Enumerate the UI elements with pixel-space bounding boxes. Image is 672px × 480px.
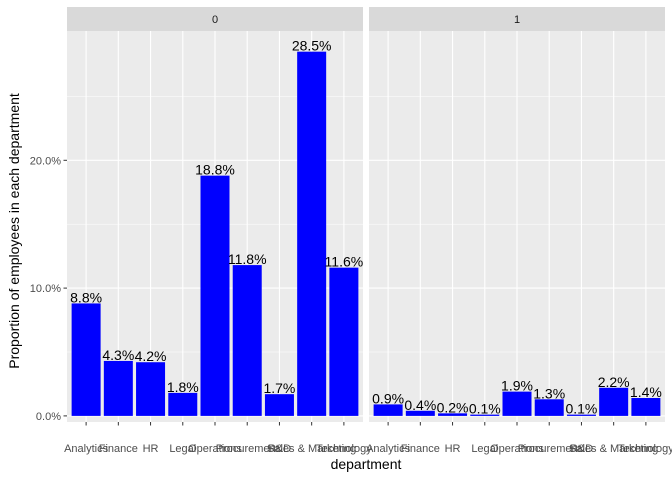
x-tick-label: Technology: [618, 443, 672, 455]
bar-1-4: [502, 391, 532, 416]
x-tick-label: HR: [143, 443, 159, 455]
bar-0-4: [200, 175, 230, 416]
data-label: 28.5%: [292, 38, 332, 54]
x-tick-label: Analytics: [64, 443, 109, 455]
bar-1-7: [599, 387, 629, 416]
bar-0-3: [168, 392, 198, 416]
y-tick-label: 10.0%: [30, 283, 61, 295]
data-label: 1.4%: [630, 384, 662, 400]
facet-strip-label: 1: [514, 14, 520, 26]
bar-0-0: [71, 303, 101, 416]
bar-1-5: [534, 399, 564, 416]
bar-1-2: [438, 413, 468, 416]
bar-0-2: [136, 362, 166, 416]
facet-strip: [369, 7, 665, 31]
data-label: 4.3%: [102, 347, 134, 363]
x-tick-label: Analytics: [366, 443, 411, 455]
x-tick-label: Sales & Marketing: [267, 443, 356, 455]
data-label: 4.2%: [135, 348, 167, 364]
x-tick-label: Legal: [169, 443, 196, 455]
bar-1-6: [566, 414, 596, 416]
facet-strip-label: 0: [212, 14, 218, 26]
data-label: 0.1%: [565, 401, 597, 417]
data-label: 1.7%: [263, 380, 295, 396]
x-tick-label: R&D: [268, 443, 291, 455]
x-tick-label: Finance: [99, 443, 138, 455]
bar-1-8: [631, 398, 661, 416]
x-tick-label: Finance: [401, 443, 440, 455]
bar-1-3: [470, 414, 500, 416]
bar-0-8: [329, 267, 359, 416]
x-axis-title: department: [331, 456, 402, 472]
bar-1-0: [373, 404, 403, 416]
data-label: 0.1%: [469, 401, 501, 417]
x-tick-label: Legal: [471, 443, 498, 455]
y-tick-label: 20.0%: [30, 155, 61, 167]
data-label: 0.4%: [404, 397, 436, 413]
data-label: 1.8%: [167, 379, 199, 395]
x-tick-label: Procurement: [216, 443, 279, 455]
x-tick-label: R&D: [570, 443, 593, 455]
data-label: 11.6%: [325, 254, 364, 270]
x-tick-label: Operations: [188, 443, 242, 455]
data-label: 0.9%: [372, 390, 404, 406]
x-tick-label: Technology: [316, 443, 372, 455]
data-label: 18.8%: [195, 162, 235, 178]
x-tick-label: Procurement: [518, 443, 581, 455]
bar-0-1: [103, 360, 133, 416]
x-tick-label: HR: [445, 443, 461, 455]
data-label: 11.8%: [228, 251, 267, 267]
x-tick-label: Operations: [490, 443, 544, 455]
bar-1-1: [405, 410, 435, 416]
data-label: 1.9%: [501, 378, 533, 394]
data-label: 0.2%: [437, 399, 469, 415]
data-label: 2.2%: [598, 374, 630, 390]
facet-strip: [67, 7, 363, 31]
bar-0-5: [232, 265, 262, 416]
bar-0-7: [297, 51, 327, 416]
data-label: 8.8%: [70, 289, 102, 305]
y-tick-label: 0.0%: [36, 411, 61, 423]
bar-0-6: [264, 394, 294, 416]
y-axis-title: Proportion of employees in each departme…: [6, 93, 22, 369]
data-label: 1.3%: [533, 385, 565, 401]
x-tick-label: Sales & Marketing: [569, 443, 658, 455]
